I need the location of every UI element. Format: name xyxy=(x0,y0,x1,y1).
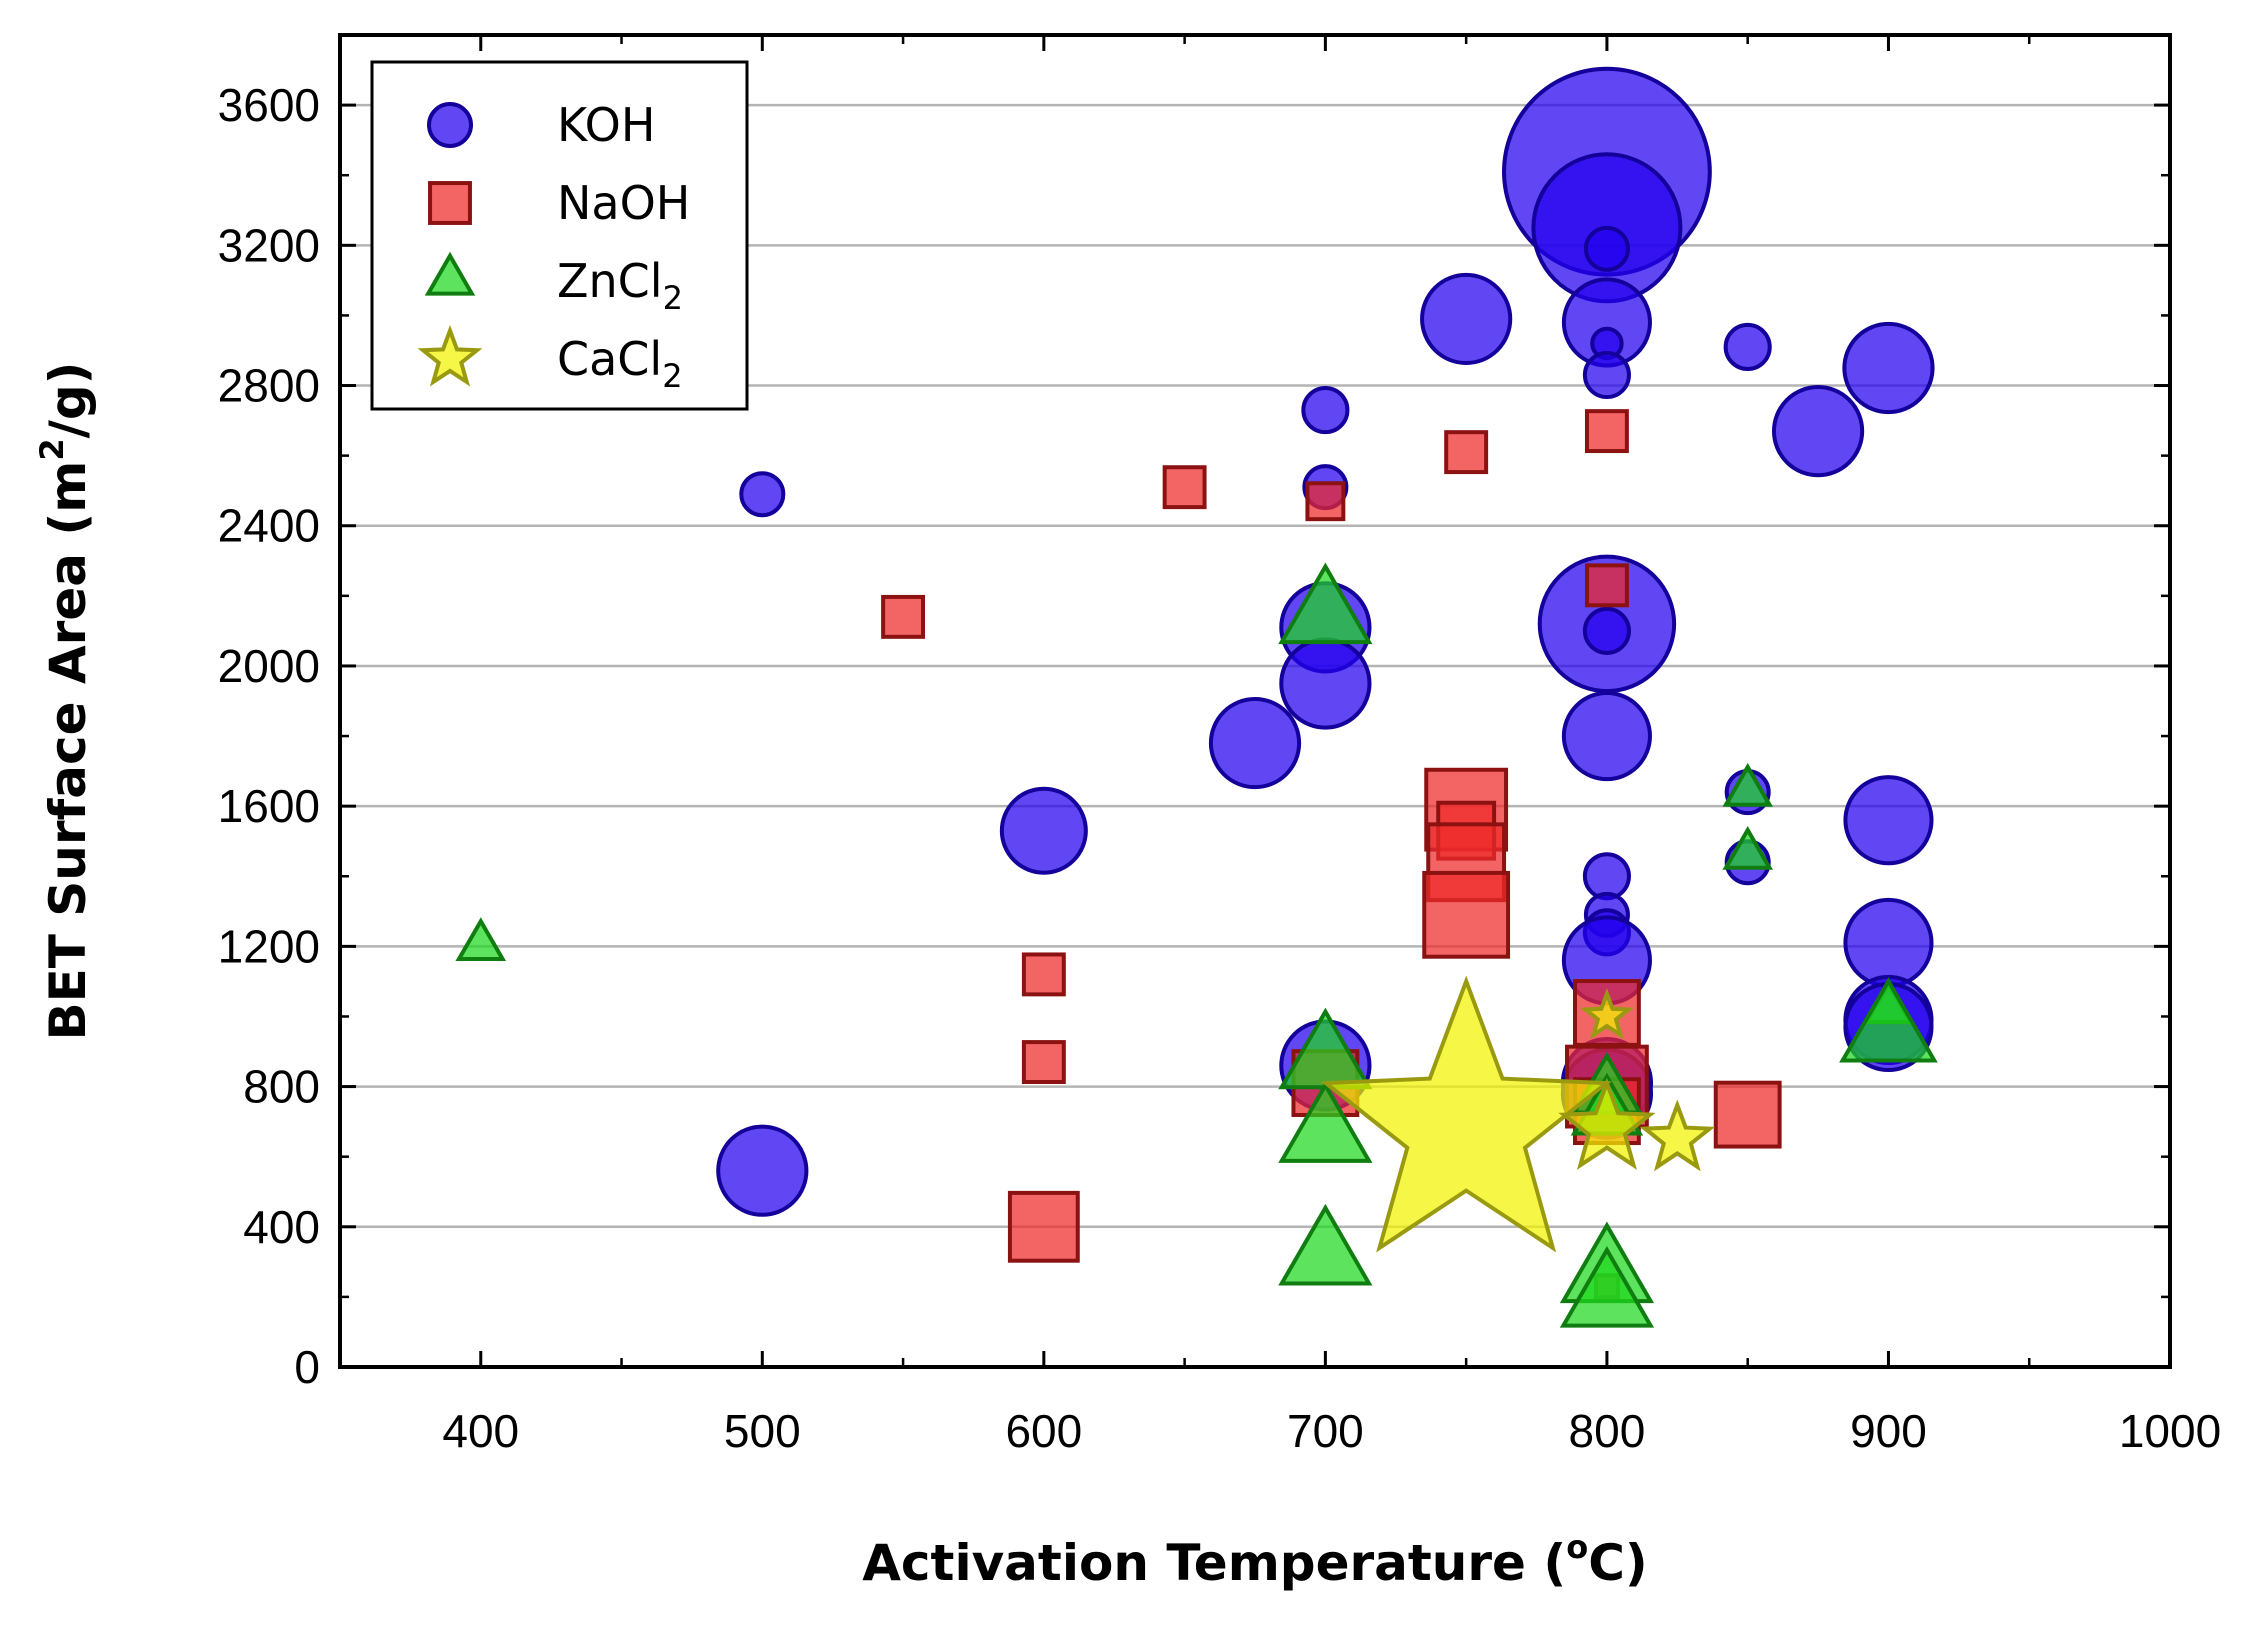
legend: KOH NaOH ZnCl2 CaCl2 xyxy=(370,60,749,411)
legend-item-naoh: NaOH xyxy=(428,176,690,230)
cacl2-point xyxy=(1639,1099,1716,1172)
koh-point xyxy=(1723,322,1772,372)
y-tick-label: 2400 xyxy=(218,500,320,552)
y-tick-label: 1200 xyxy=(218,920,320,972)
koh-point xyxy=(1583,225,1630,272)
koh-point xyxy=(1582,350,1631,400)
legend-item-zncl2: ZnCl2 xyxy=(424,251,683,317)
legend-label: CaCl2 xyxy=(557,332,683,395)
koh-point xyxy=(1561,691,1652,782)
naoh-point xyxy=(1007,1190,1080,1263)
naoh-point xyxy=(881,594,926,639)
zncl2-point xyxy=(1839,977,1938,1063)
y-axis-title: BET Surface Area (m2/g) xyxy=(33,361,97,1040)
x-tick-label: 700 xyxy=(1287,1405,1364,1457)
naoh-point xyxy=(1422,870,1511,959)
zncl2-point xyxy=(1278,1203,1373,1286)
koh-point xyxy=(1582,606,1631,655)
y-tick-label: 3600 xyxy=(218,79,320,131)
koh-point xyxy=(999,786,1088,875)
koh-point xyxy=(716,1124,809,1217)
cacl2-point xyxy=(1579,988,1634,1040)
koh-point xyxy=(1301,386,1350,435)
axis-ticks xyxy=(338,35,2172,1369)
naoh-point xyxy=(1584,409,1629,454)
naoh-point xyxy=(1305,481,1346,522)
koh-point xyxy=(1771,384,1865,478)
legend-marker-circle-icon xyxy=(427,102,473,148)
naoh-point xyxy=(1444,430,1489,475)
naoh-point xyxy=(1162,465,1207,510)
legend-label: KOH xyxy=(557,98,655,152)
y-tick-label: 2800 xyxy=(218,360,320,412)
zncl2-point xyxy=(455,917,507,961)
legend-label: ZnCl2 xyxy=(557,254,683,317)
legend-label: NaOH xyxy=(557,176,690,230)
koh-point xyxy=(739,471,786,518)
x-tick-label: 400 xyxy=(442,1405,519,1457)
x-tick-label: 600 xyxy=(1005,1405,1082,1457)
koh-point xyxy=(1843,775,1934,866)
x-tick-label: 900 xyxy=(1850,1405,1927,1457)
y-tick-label: 2000 xyxy=(218,640,320,692)
koh-point xyxy=(1420,272,1513,366)
zncl2-point xyxy=(1278,1081,1373,1163)
legend-marker-triangle-icon xyxy=(424,251,476,296)
legend-marker-square-icon xyxy=(428,181,472,225)
cacl2-point xyxy=(1320,975,1612,1253)
x-tick-label: 800 xyxy=(1569,1405,1646,1457)
series-cacl2 xyxy=(1320,975,1716,1253)
koh-point xyxy=(1208,696,1302,790)
koh-point xyxy=(1842,321,1935,415)
koh-point xyxy=(1843,897,1934,988)
y-tick-label: 3200 xyxy=(218,219,320,271)
x-axis-title: Activation Temperature (oC) xyxy=(862,1528,1648,1592)
x-tick-label: 1000 xyxy=(2119,1405,2221,1457)
zncl2-point xyxy=(1559,1246,1655,1328)
zncl2-point xyxy=(1722,825,1773,870)
koh-point xyxy=(1582,852,1631,901)
koh-point xyxy=(1279,637,1372,730)
legend-marker-star-icon xyxy=(417,324,483,387)
naoh-point xyxy=(1713,1080,1782,1149)
legend-item-cacl2: CaCl2 xyxy=(417,324,683,395)
zncl2-point xyxy=(1278,562,1373,645)
y-tick-label: 1600 xyxy=(218,780,320,832)
zncl2-point xyxy=(1722,762,1773,807)
y-tick-label: 0 xyxy=(294,1341,320,1393)
x-tick-label: 500 xyxy=(724,1405,801,1457)
y-tick-label: 400 xyxy=(243,1201,320,1253)
naoh-point xyxy=(1021,952,1066,997)
tick-labels: 0 400 800 1200 1600 2000 2400 2800 3200 3600 400 50… xyxy=(218,79,2222,1457)
cacl2-point xyxy=(1558,1077,1656,1170)
data-markers xyxy=(455,66,1938,1328)
plot-frame xyxy=(338,33,2172,1369)
naoh-point xyxy=(1584,563,1629,608)
naoh-point xyxy=(1021,1040,1066,1084)
y-tick-label: 800 xyxy=(243,1061,320,1113)
legend-item-koh: KOH xyxy=(427,98,655,152)
